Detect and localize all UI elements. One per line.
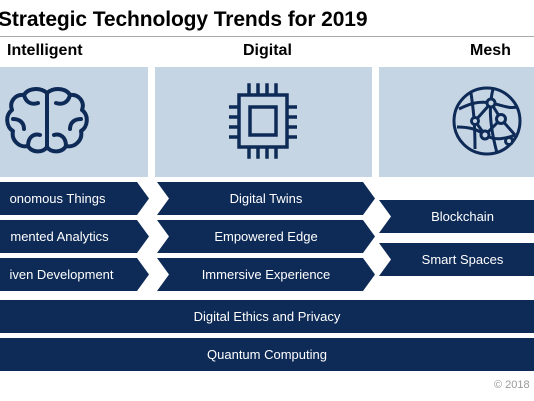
- column-heading-mesh: Mesh: [470, 42, 511, 59]
- trend-label: Blockchain: [431, 209, 494, 224]
- trend-label: Smart Spaces: [421, 252, 504, 267]
- chip-icon: [229, 83, 297, 159]
- column-heading-intelligent: Intelligent: [7, 42, 83, 59]
- trend-label: Empowered Edge: [214, 229, 318, 244]
- trend-label: Digital Twins: [229, 191, 303, 206]
- trend-label: mented Analytics: [10, 229, 109, 244]
- copyright-text: © 2018: [494, 379, 530, 391]
- trend-empowered-edge: Empowered Edge: [157, 220, 375, 253]
- trend-quantum-computing: Quantum Computing: [0, 338, 534, 371]
- digital-icon-panel: [155, 67, 372, 177]
- trend-label: iven Development: [9, 267, 114, 282]
- trend-autonomous-things: onomous Things: [0, 182, 149, 215]
- title-divider: [0, 36, 534, 37]
- column-heading-digital: Digital: [243, 42, 292, 59]
- trend-immersive-experience: Immersive Experience: [157, 258, 375, 291]
- trend-label: Quantum Computing: [207, 347, 327, 362]
- intelligent-icon-panel: [0, 67, 148, 177]
- trend-augmented-analytics: mented Analytics: [0, 220, 149, 253]
- page-title: Strategic Technology Trends for 2019: [0, 8, 368, 31]
- network-globe-icon: [452, 86, 522, 156]
- brain-icon: [5, 87, 89, 154]
- trend-label: Digital Ethics and Privacy: [193, 309, 341, 324]
- trend-digital-twins: Digital Twins: [157, 182, 375, 215]
- trend-blockchain: Blockchain: [379, 200, 534, 233]
- trend-ai-driven-development: iven Development: [0, 258, 149, 291]
- trend-label: onomous Things: [9, 191, 106, 206]
- trend-smart-spaces: Smart Spaces: [379, 243, 534, 276]
- trend-digital-ethics-privacy: Digital Ethics and Privacy: [0, 300, 534, 333]
- mesh-icon-panel: [379, 67, 534, 177]
- trend-label: Immersive Experience: [201, 267, 331, 282]
